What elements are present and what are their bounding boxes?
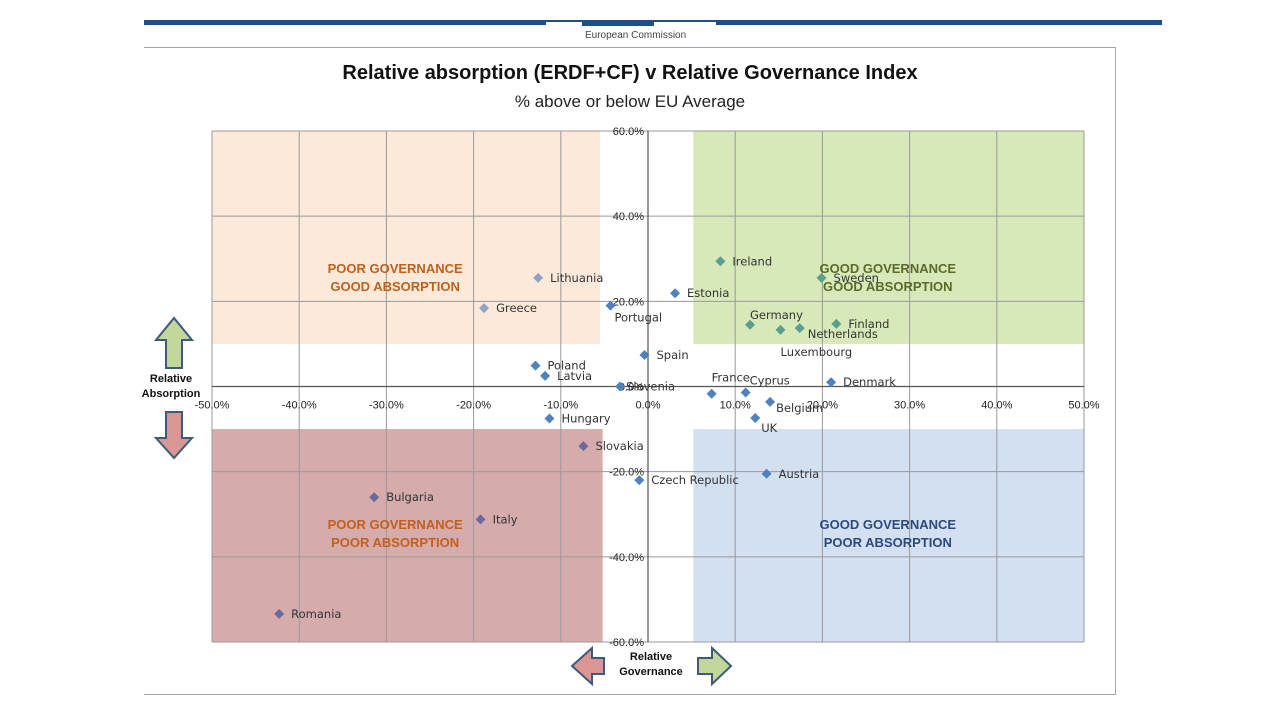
quadrant-poor-gov-good-abs bbox=[212, 131, 601, 344]
data-label-greece: Greece bbox=[496, 301, 537, 315]
data-label-slovenia: Slovenia bbox=[626, 380, 675, 394]
data-point-portugal bbox=[605, 300, 616, 311]
data-label-ireland: Ireland bbox=[732, 254, 772, 268]
data-label-latvia: Latvia bbox=[557, 369, 592, 383]
data-point-germany bbox=[745, 319, 756, 330]
data-label-spain: Spain bbox=[657, 348, 689, 362]
data-point-denmark bbox=[826, 377, 837, 388]
quadrant-label: GOOD GOVERNANCE bbox=[820, 517, 957, 532]
data-point-france bbox=[706, 388, 717, 399]
data-point-lithuania bbox=[533, 272, 544, 283]
data-point-italy bbox=[475, 514, 486, 525]
quadrant-label: POOR GOVERNANCE bbox=[328, 261, 463, 276]
data-label-luxembourg: Luxembourg bbox=[781, 345, 853, 359]
data-label-czech-republic: Czech Republic bbox=[651, 473, 739, 487]
data-point-austria bbox=[761, 468, 772, 479]
y-tick-label: 0.0% bbox=[619, 382, 644, 394]
chart-subtitle: % above or below EU Average bbox=[514, 92, 746, 111]
data-label-uk: UK bbox=[761, 421, 777, 435]
data-point-czech-republic bbox=[634, 475, 645, 486]
data-label-romania: Romania bbox=[291, 607, 341, 621]
x-tick-label: 10.0% bbox=[720, 400, 751, 412]
y-tick-label: 20.0% bbox=[613, 296, 644, 308]
header-bar-divider bbox=[546, 20, 582, 22]
data-label-slovakia: Slovakia bbox=[595, 439, 643, 453]
data-label-hungary: Hungary bbox=[561, 411, 610, 425]
data-point-uk bbox=[750, 413, 761, 424]
data-label-portugal: Portugal bbox=[615, 311, 663, 325]
data-point-spain bbox=[639, 349, 650, 360]
x-tick-label: 30.0% bbox=[894, 400, 925, 412]
data-label-netherlands: Netherlands bbox=[808, 327, 878, 341]
data-point-greece bbox=[479, 303, 490, 314]
x-tick-label: 20.0% bbox=[807, 400, 838, 412]
data-point-estonia bbox=[670, 288, 681, 299]
quadrant-label: GOOD ABSORPTION bbox=[330, 279, 460, 294]
quadrant-good-gov-poor-abs bbox=[693, 429, 1084, 642]
data-point-finland bbox=[831, 318, 842, 329]
quadrant-good-gov-good-abs bbox=[693, 131, 1084, 344]
data-label-germany: Germany bbox=[750, 308, 803, 322]
data-point-sweden bbox=[816, 272, 827, 283]
quadrant-label: GOOD GOVERNANCE bbox=[820, 261, 957, 276]
data-point-latvia bbox=[540, 370, 551, 381]
chart-frame bbox=[144, 47, 1116, 695]
quadrant-poor-gov-poor-abs bbox=[212, 429, 603, 642]
arrow-down-icon bbox=[153, 411, 195, 460]
data-label-poland: Poland bbox=[548, 359, 586, 373]
data-label-finland: Finland bbox=[848, 317, 889, 331]
x-tick-label: -40.0% bbox=[282, 400, 317, 412]
chart-title: Relative absorption (ERDF+CF) v Relative… bbox=[342, 62, 918, 84]
arrow-left-icon bbox=[570, 645, 605, 687]
x-tick-label: -20.0% bbox=[456, 400, 491, 412]
data-point-bulgaria bbox=[369, 492, 380, 503]
data-point-cyprus bbox=[740, 387, 751, 398]
data-point-slovenia bbox=[615, 381, 626, 392]
quadrant-label: POOR ABSORPTION bbox=[824, 535, 952, 550]
y-tick-label: 40.0% bbox=[613, 211, 644, 223]
quadrant-label: POOR ABSORPTION bbox=[331, 535, 459, 550]
data-point-luxembourg bbox=[775, 324, 786, 335]
data-point-belgium bbox=[765, 396, 776, 407]
data-label-denmark: Denmark bbox=[843, 375, 896, 389]
data-point-romania bbox=[274, 608, 285, 619]
data-label-italy: Italy bbox=[493, 512, 518, 526]
data-label-cyprus: Cyprus bbox=[750, 373, 790, 387]
data-label-bulgaria: Bulgaria bbox=[386, 490, 434, 504]
data-point-ireland bbox=[715, 256, 726, 267]
y-tick-label: -20.0% bbox=[609, 467, 644, 479]
arrow-right-icon bbox=[697, 645, 733, 687]
x-tick-label: -30.0% bbox=[369, 400, 404, 412]
x-axis-label: Relative Governance bbox=[619, 651, 683, 678]
x-tick-label: -50.0% bbox=[195, 400, 230, 412]
data-point-slovakia bbox=[578, 441, 589, 452]
header-bar-center bbox=[582, 20, 654, 26]
header-bar-divider-right bbox=[654, 20, 716, 22]
data-point-hungary bbox=[544, 413, 555, 424]
data-label-france: France bbox=[712, 371, 750, 385]
data-point-netherlands bbox=[794, 323, 805, 334]
arrow-up-icon bbox=[153, 316, 195, 369]
x-tick-label: 0.0% bbox=[635, 400, 660, 412]
y-tick-label: -60.0% bbox=[609, 637, 644, 649]
data-label-estonia: Estonia bbox=[687, 286, 729, 300]
y-tick-label: -40.0% bbox=[609, 552, 644, 564]
data-point-poland bbox=[530, 360, 541, 371]
data-label-lithuania: Lithuania bbox=[550, 271, 603, 285]
data-label-sweden: Sweden bbox=[834, 271, 879, 285]
header-bar-left bbox=[144, 20, 546, 25]
data-label-austria: Austria bbox=[779, 467, 820, 481]
y-tick-label: 60.0% bbox=[613, 126, 644, 138]
y-axis-label: Relative Absorption bbox=[141, 373, 201, 400]
header-bar-right bbox=[716, 20, 1162, 25]
quadrant-label: GOOD ABSORPTION bbox=[823, 279, 953, 294]
quadrant-label: POOR GOVERNANCE bbox=[328, 517, 463, 532]
data-label-belgium: Belgium bbox=[776, 401, 823, 415]
x-tick-label: 50.0% bbox=[1068, 400, 1099, 412]
commission-logo-text: European Commission bbox=[585, 30, 687, 41]
x-tick-label: -10.0% bbox=[543, 400, 578, 412]
x-tick-label: 40.0% bbox=[981, 400, 1012, 412]
